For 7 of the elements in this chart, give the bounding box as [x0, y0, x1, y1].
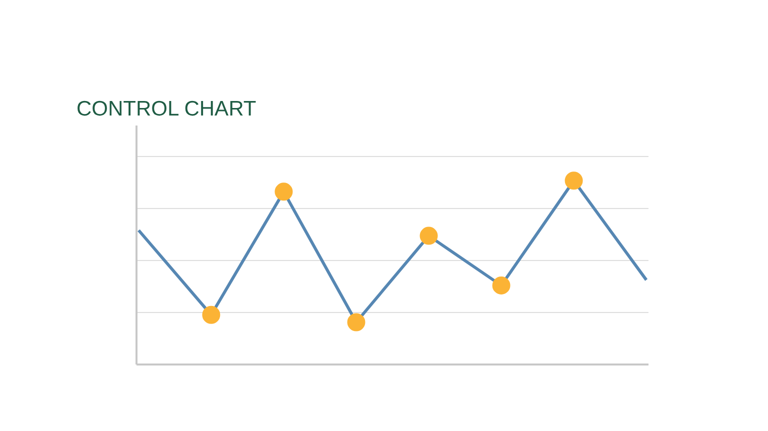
- point: [564, 172, 583, 190]
- chart-title: CONTROL CHART: [76, 98, 256, 120]
- point: [347, 313, 366, 332]
- point: [492, 276, 510, 294]
- point: [274, 182, 293, 201]
- point: [420, 226, 438, 245]
- point: [202, 306, 220, 324]
